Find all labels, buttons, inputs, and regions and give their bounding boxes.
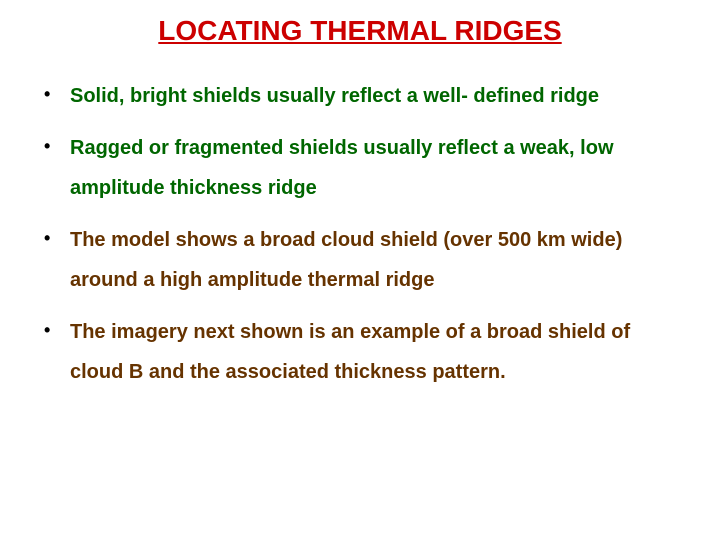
list-item: Solid, bright shields usually reflect a … bbox=[38, 76, 686, 116]
slide-title: LOCATING THERMAL RIDGES bbox=[30, 14, 690, 48]
list-item: The model shows a broad cloud shield (ov… bbox=[38, 220, 686, 300]
slide: LOCATING THERMAL RIDGES Solid, bright sh… bbox=[0, 0, 720, 540]
list-item: Ragged or fragmented shields usually ref… bbox=[38, 128, 686, 208]
list-item: The imagery next shown is an example of … bbox=[38, 312, 686, 392]
bullet-list: Solid, bright shields usually reflect a … bbox=[30, 76, 690, 392]
